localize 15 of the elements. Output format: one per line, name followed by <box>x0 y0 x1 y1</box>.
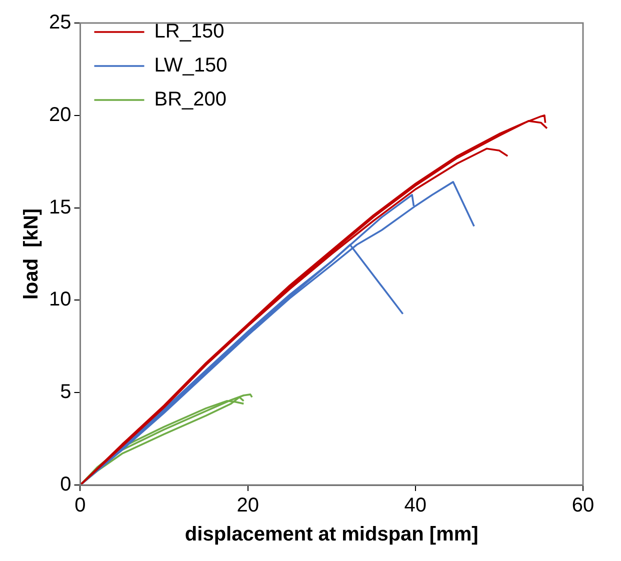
y-axis-title: load [kN] <box>20 208 43 300</box>
y-tick-label: 5 <box>60 381 72 404</box>
y-tick-label: 20 <box>48 104 72 126</box>
y-tick-label: 15 <box>48 196 72 218</box>
y-tick-label: 0 <box>60 474 72 496</box>
x-tick-label: 40 <box>404 494 427 517</box>
legend-label: BR_200 <box>154 88 227 111</box>
y-tick-label: 10 <box>48 288 72 311</box>
x-tick-label: 0 <box>74 494 86 517</box>
x-axis-title: displacement at midspan [mm] <box>184 524 478 546</box>
x-tick-label: 20 <box>236 494 259 517</box>
legend-label: LR_150 <box>154 20 224 43</box>
y-tick-label: 25 <box>48 12 72 34</box>
legend-label: LW_150 <box>154 54 228 77</box>
x-tick-label: 60 <box>572 494 594 517</box>
